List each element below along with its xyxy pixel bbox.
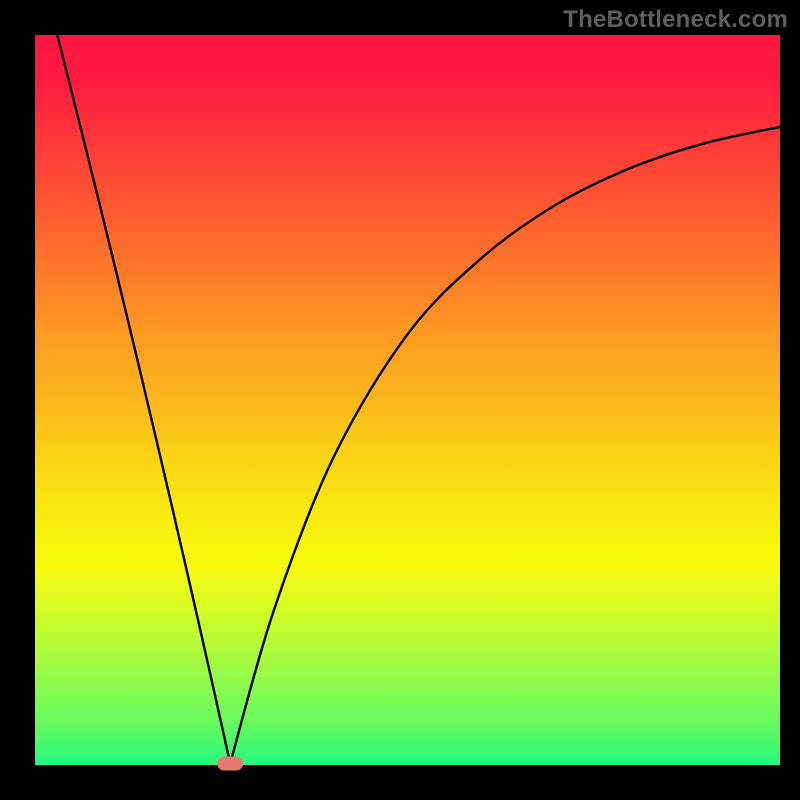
bottleneck-chart [0, 0, 800, 800]
attribution-text: TheBottleneck.com [563, 6, 788, 34]
vertex-marker [217, 757, 243, 771]
